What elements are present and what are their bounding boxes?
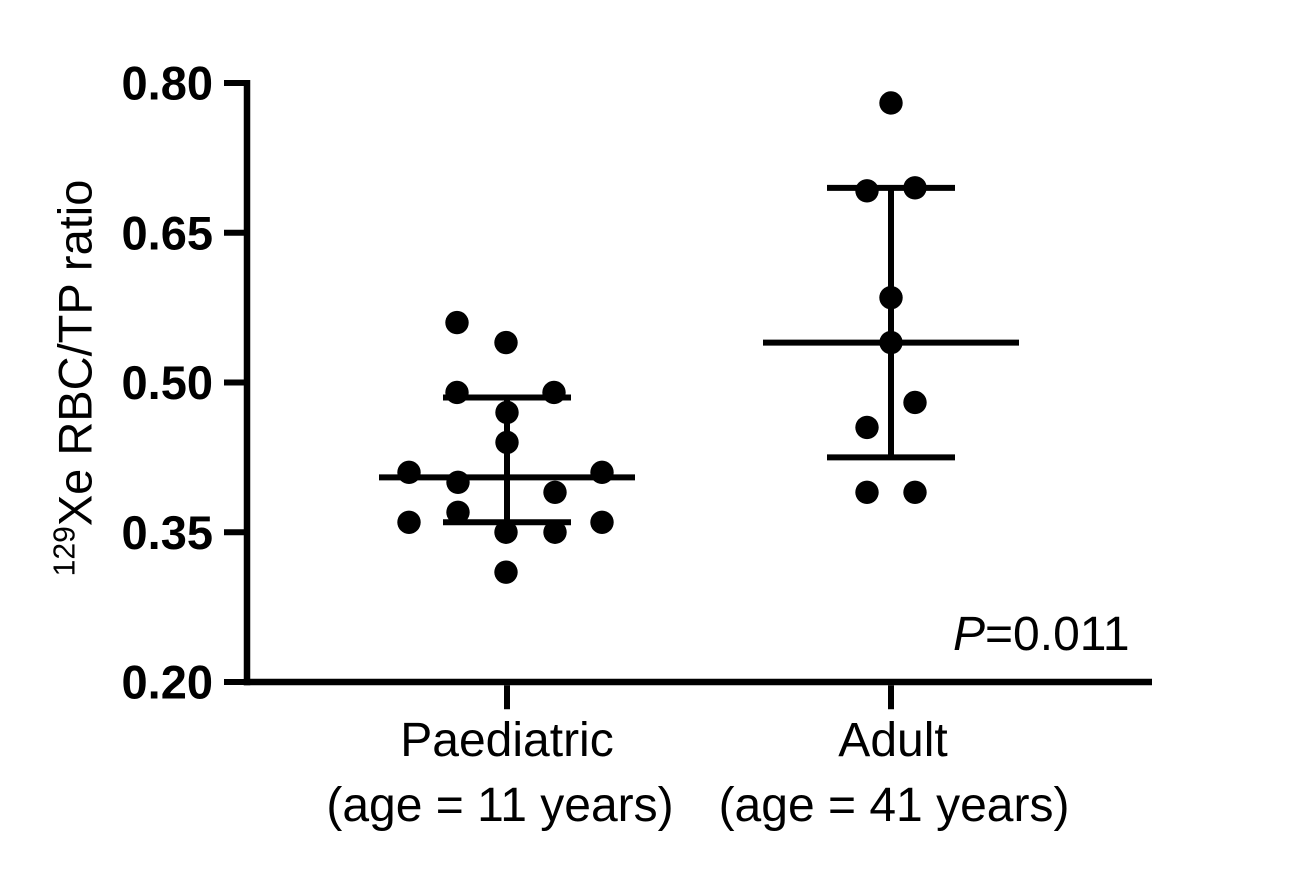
data-point (855, 480, 879, 505)
y-tick-label: 0.20 (122, 656, 213, 709)
y-tick-label: 0.65 (122, 206, 213, 259)
data-point (446, 500, 470, 524)
data-point (543, 520, 567, 544)
y-tick-label: 0.80 (122, 57, 213, 110)
y-axis-title: 129Xe RBC/TP ratio (48, 179, 102, 577)
p-value-annotation: P=0.011 (953, 611, 1130, 659)
x-category-label-paediatric: Paediatric (400, 714, 614, 767)
data-point (494, 560, 518, 584)
y-tick-label: 0.50 (122, 356, 213, 409)
data-point (855, 415, 879, 440)
x-category-sublabel-adult: (age = 41 years) (718, 779, 1070, 832)
data-point (445, 310, 469, 335)
data-point (446, 470, 470, 495)
p-value-text: =0.011 (985, 608, 1130, 661)
x-category-sublabel-paediatric: (age = 11 years) (326, 779, 674, 832)
data-point (397, 460, 421, 485)
y-tick-label: 0.35 (122, 506, 213, 559)
data-point (397, 510, 421, 534)
y-axis-title-superscript: 129 (48, 526, 82, 577)
p-value-symbol: P (953, 608, 986, 661)
data-point (903, 480, 927, 505)
data-point (590, 510, 614, 534)
data-point (903, 390, 927, 415)
x-category-label-adult: Adult (838, 714, 948, 767)
data-point (879, 91, 903, 115)
data-point (445, 380, 469, 405)
y-axis-title-text: Xe RBC/TP ratio (48, 179, 102, 527)
data-point (494, 520, 518, 544)
data-point (542, 380, 566, 405)
data-point (543, 480, 567, 505)
data-point (590, 460, 614, 485)
data-point (494, 330, 518, 355)
